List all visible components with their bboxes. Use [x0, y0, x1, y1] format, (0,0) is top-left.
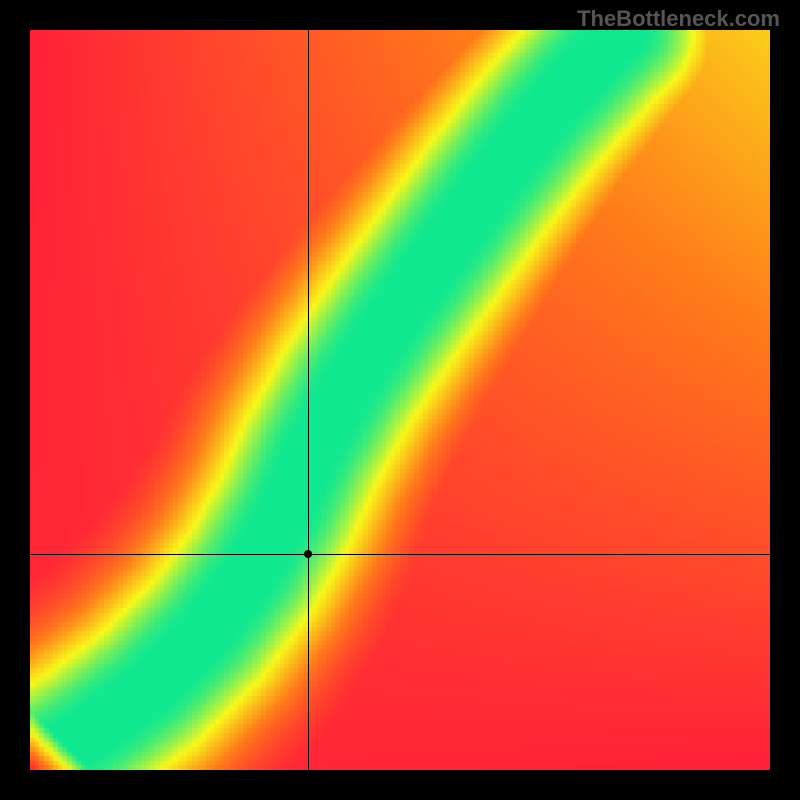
- crosshair-vertical: [308, 30, 309, 770]
- selected-point: [304, 550, 312, 558]
- crosshair-horizontal: [30, 554, 770, 555]
- plot-area: [30, 30, 770, 770]
- watermark-text: TheBottleneck.com: [577, 6, 780, 32]
- chart-container: TheBottleneck.com: [0, 0, 800, 800]
- heatmap-canvas: [30, 30, 770, 770]
